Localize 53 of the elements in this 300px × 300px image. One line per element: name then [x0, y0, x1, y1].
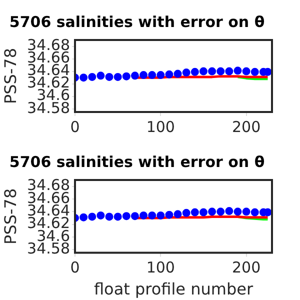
- x-tick-label: 200: [232, 118, 261, 136]
- chart-title: 5706 salinities with error on θ: [9, 12, 265, 31]
- point: [114, 72, 122, 81]
- point: [148, 71, 156, 80]
- point: [148, 211, 156, 220]
- point: [208, 208, 216, 216]
- point: [234, 208, 242, 216]
- point: [165, 70, 174, 78]
- point: [105, 212, 114, 221]
- point: [156, 71, 165, 80]
- point: [156, 211, 165, 220]
- y-axis-title: PSS-78: [0, 48, 20, 104]
- point: [105, 72, 114, 81]
- chart-title: 5706 salinities with error on θ: [9, 152, 265, 171]
- point: [96, 72, 105, 80]
- point: [234, 66, 242, 75]
- point: [225, 67, 234, 76]
- point: [140, 71, 148, 80]
- point: [174, 210, 182, 218]
- point: [199, 67, 208, 76]
- point: [225, 207, 234, 216]
- point: [182, 208, 190, 217]
- point: [250, 68, 259, 76]
- point: [182, 68, 190, 77]
- point: [140, 211, 148, 220]
- point: [190, 208, 199, 216]
- point: [88, 212, 96, 221]
- point: [216, 67, 225, 76]
- point: [242, 208, 250, 216]
- point: [130, 72, 139, 80]
- x-axis-title: float profile number: [94, 280, 254, 299]
- point: [165, 210, 174, 219]
- point: [208, 67, 216, 76]
- point: [80, 74, 88, 82]
- point: [216, 208, 225, 216]
- point: [122, 72, 130, 80]
- point: [96, 211, 105, 220]
- point: [122, 212, 130, 220]
- y-axis-title: PSS-78: [0, 188, 20, 244]
- point: [174, 70, 182, 78]
- x-tick-label: 0: [70, 118, 80, 136]
- x-tick-label: 200: [232, 258, 261, 277]
- point: [88, 72, 96, 81]
- point: [199, 208, 208, 216]
- point: [80, 213, 88, 222]
- point: [242, 67, 250, 76]
- point: [114, 212, 122, 221]
- point: [190, 68, 199, 76]
- x-tick-label: 0: [70, 258, 80, 277]
- point: [130, 212, 139, 220]
- x-tick-label: 100: [146, 258, 175, 277]
- x-tick-label: 100: [146, 118, 175, 136]
- point: [250, 208, 259, 216]
